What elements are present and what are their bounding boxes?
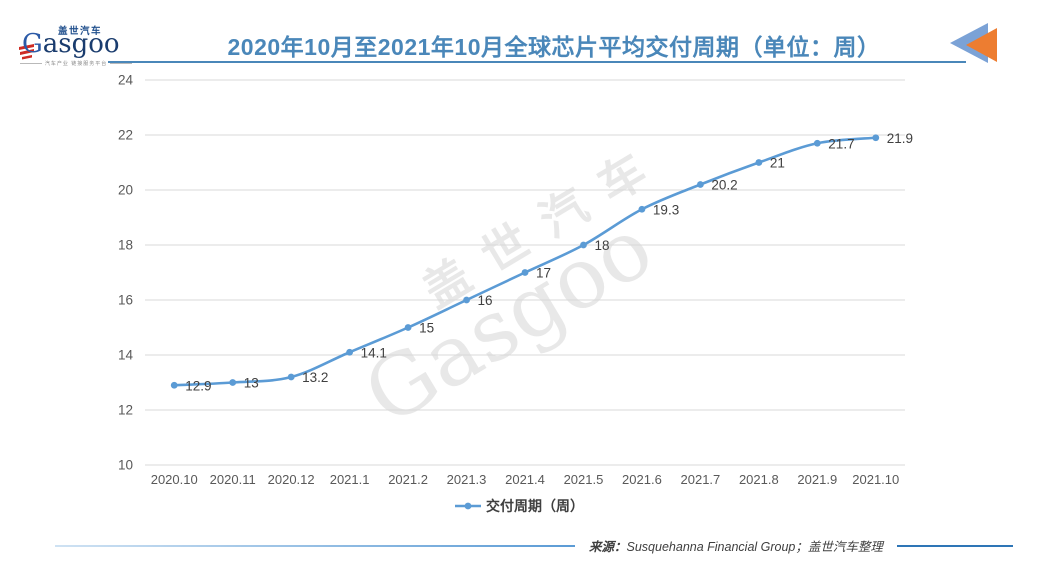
data-point xyxy=(229,379,237,386)
title-underline xyxy=(108,61,966,63)
x-tick-label: 2021.5 xyxy=(564,472,604,487)
chart-legend: 交付周期（周） xyxy=(0,496,1038,516)
series-line xyxy=(172,136,878,387)
page-title: 2020年10月至2021年10月全球芯片平均交付周期（单位：周） xyxy=(227,34,881,60)
data-label: 21.7 xyxy=(828,136,854,151)
x-tick-label: 2021.6 xyxy=(622,472,662,487)
data-label: 16 xyxy=(478,293,493,308)
data-label: 14.1 xyxy=(361,345,387,360)
data-label: 21 xyxy=(770,156,785,171)
gasgoo-logo: 盖世汽车 Gasgoo 汽车产业 链接服务平台 xyxy=(19,24,136,67)
x-tick-label: 2021.8 xyxy=(739,472,779,487)
x-tick-label: 2020.11 xyxy=(210,472,256,487)
x-tick-label: 2021.10 xyxy=(852,472,899,487)
source-text: 来源：Susquehanna Financial Group；盖世汽车整理 xyxy=(589,536,883,555)
y-tick-label: 16 xyxy=(118,293,133,308)
logo-en-text: Gasgoo xyxy=(22,29,120,59)
data-point xyxy=(463,296,470,304)
data-point xyxy=(170,381,178,389)
data-point xyxy=(346,348,354,356)
data-point xyxy=(521,269,529,276)
source-label: 来源： xyxy=(589,540,627,554)
data-label: 12.9 xyxy=(185,378,211,393)
x-tick-label: 2021.7 xyxy=(681,472,721,487)
data-point xyxy=(813,139,821,147)
y-tick-label: 20 xyxy=(118,183,133,198)
y-tick-label: 22 xyxy=(118,128,133,143)
data-point xyxy=(872,134,880,142)
y-tick-label: 24 xyxy=(118,73,134,88)
data-label: 21.9 xyxy=(887,131,913,146)
x-tick-label: 2020.12 xyxy=(268,472,315,487)
data-point xyxy=(580,241,587,249)
data-point xyxy=(404,324,412,331)
y-tick-label: 10 xyxy=(118,458,133,473)
data-label: 19.3 xyxy=(653,202,679,217)
y-tick-label: 18 xyxy=(118,238,133,253)
logo-tagline-text: 汽车产业 链接服务平台 xyxy=(44,61,108,67)
data-point xyxy=(638,205,646,213)
data-point xyxy=(755,159,763,166)
x-tick-label: 2020.10 xyxy=(151,472,198,487)
data-label: 20.2 xyxy=(711,178,737,193)
source-value: Susquehanna Financial Group；盖世汽车整理 xyxy=(626,540,883,554)
back-arrows-icon xyxy=(950,23,997,63)
y-tick-label: 12 xyxy=(118,403,133,418)
data-label: 13.2 xyxy=(302,370,328,385)
logo-red-stripes-icon xyxy=(19,44,34,60)
x-tick-label: 2021.9 xyxy=(797,472,837,487)
legend-line-marker-icon xyxy=(455,502,481,510)
x-tick-label: 2021.2 xyxy=(388,472,428,487)
data-label: 13 xyxy=(244,376,259,391)
data-point xyxy=(287,373,295,381)
data-label: 15 xyxy=(419,321,434,336)
logo-tagline: 汽车产业 链接服务平台 xyxy=(20,60,133,67)
source-footer: 来源：Susquehanna Financial Group；盖世汽车整理 xyxy=(55,536,1013,555)
footer-right-rule xyxy=(896,544,1013,547)
x-tick-label: 2021.4 xyxy=(505,472,545,487)
data-label: 17 xyxy=(536,266,551,281)
data-point xyxy=(696,181,704,188)
footer-left-rule xyxy=(55,544,575,547)
x-tick-label: 2021.3 xyxy=(447,472,487,487)
logo-cn-text: 盖世汽车 xyxy=(58,26,103,37)
y-tick-label: 14 xyxy=(118,348,134,363)
x-tick-label: 2021.1 xyxy=(330,472,370,487)
data-label: 18 xyxy=(594,238,609,253)
legend-label: 交付周期（周） xyxy=(486,498,584,514)
